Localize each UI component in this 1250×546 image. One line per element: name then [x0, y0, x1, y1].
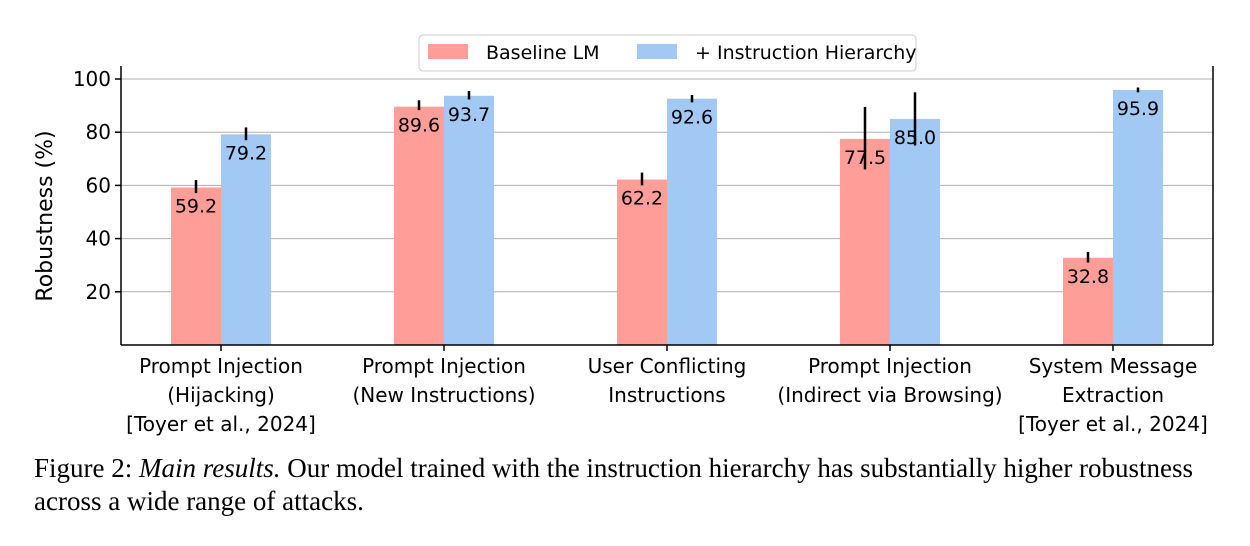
bar: [1113, 89, 1163, 345]
caption-text: Our model trained with the instruction h…: [34, 453, 1194, 516]
x-tick-label: Prompt Injection: [808, 354, 972, 378]
legend-swatch: [637, 44, 677, 59]
bar-value-label: 93.7: [448, 104, 490, 126]
bar: [667, 98, 717, 346]
x-tick-label: Prompt Injection: [139, 354, 303, 378]
x-tick-label: (New Instructions): [352, 383, 535, 407]
bar-chart: 20 40 60 80 100 Robustness (%) 59.2 89.6 62.2 77.…: [33, 34, 1214, 436]
bar: [1063, 257, 1113, 345]
bar-value-label: 79.2: [225, 142, 267, 164]
y-tick-label: 60: [86, 173, 111, 197]
y-tick-label: 80: [86, 120, 111, 144]
x-tick-label: (Indirect via Browsing): [777, 383, 1002, 407]
y-tick-label: 40: [86, 227, 111, 251]
bar-value-label: 85.0: [894, 127, 936, 149]
bar: [617, 179, 667, 345]
bar: [221, 134, 271, 345]
y-tick-label: 100: [73, 67, 111, 91]
caption-prefix: Figure 2:: [34, 453, 139, 483]
y-axis-label: Robustness (%): [33, 130, 58, 301]
legend-swatch: [428, 44, 468, 59]
bar-value-label: 62.2: [621, 188, 663, 210]
bar-value-label: 92.6: [671, 107, 713, 129]
bar-value-label: 95.9: [1117, 98, 1159, 120]
bar: [394, 106, 444, 345]
x-tick-label: System Message: [1029, 354, 1198, 378]
bar: [840, 138, 890, 345]
bar-value-label: 32.8: [1067, 266, 1109, 288]
x-tick-label: [Toyer et al., 2024]: [126, 412, 316, 436]
x-tick-label: Prompt Injection: [362, 354, 526, 378]
bar-value-label: 77.5: [844, 147, 886, 169]
x-tick-label: User Conflicting: [588, 354, 747, 378]
legend-label: + Instruction Hierarchy: [695, 42, 917, 64]
y-tick-label: 20: [86, 280, 111, 304]
bar: [890, 118, 940, 346]
x-tick-label: Extraction: [1062, 383, 1164, 407]
caption-emphasis: Main results.: [139, 453, 281, 483]
bar-value-label: 89.6: [398, 115, 440, 137]
figure-caption: Figure 2: Main results. Our model traine…: [34, 452, 1234, 518]
bar: [444, 95, 494, 346]
legend-label: Baseline LM: [486, 42, 600, 64]
x-tick-label: Instructions: [608, 383, 725, 407]
bar-value-label: 59.2: [175, 196, 217, 218]
x-tick-label: (Hijacking): [167, 383, 275, 407]
bar: [171, 187, 221, 345]
x-tick-label: [Toyer et al., 2024]: [1018, 412, 1208, 436]
